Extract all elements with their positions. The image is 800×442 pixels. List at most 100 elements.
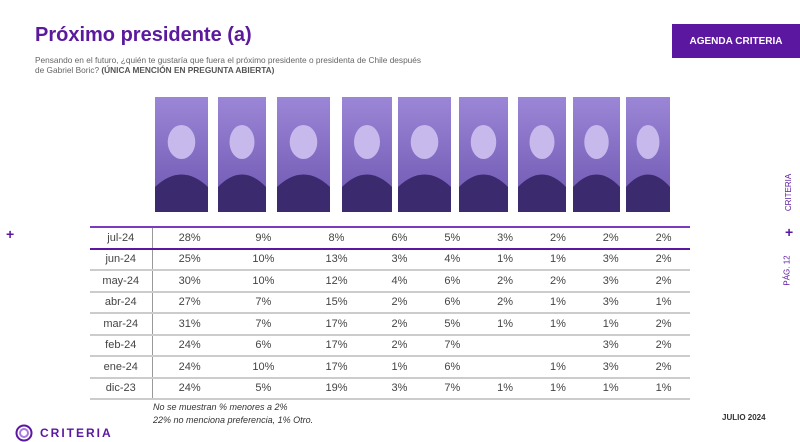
- candidate-photo: [573, 97, 620, 212]
- note-1: No se muestran % menores a 2%: [153, 402, 288, 412]
- cell-value: 9%: [226, 226, 300, 250]
- cell-value: 2%: [637, 313, 690, 336]
- row-label: mar-24: [90, 313, 153, 336]
- cell-value: 17%: [299, 334, 374, 357]
- row-label: jun-24: [90, 248, 153, 271]
- cell-value: 4%: [373, 270, 426, 293]
- cell-value: 2%: [637, 356, 690, 379]
- cell-value: 1%: [478, 313, 532, 336]
- page-title: Próximo presidente (a): [35, 24, 252, 46]
- cell-value: 6%: [425, 356, 479, 379]
- cell-value: 2%: [478, 270, 532, 293]
- cell-value: [478, 334, 532, 357]
- table-row: dic-23 24% 5% 19% 3% 7% 1% 1% 1% 1%: [90, 377, 690, 400]
- candidate-photo: [218, 97, 266, 212]
- cell-value: 10%: [226, 248, 300, 271]
- results-table: jul-24 28% 9% 8% 6% 5% 3% 2% 2% 2% jun-24 25% 10% 13%…: [90, 226, 690, 400]
- candidate-photo: [518, 97, 566, 212]
- table-row: mar-24 31% 7% 17% 2% 5% 1% 1% 1% 2%: [90, 313, 690, 336]
- question-tag: (ÚNICA MENCIÓN EN PREGUNTA ABIERTA): [101, 65, 275, 75]
- cell-value: 1%: [531, 377, 585, 400]
- cell-value: 2%: [373, 291, 426, 314]
- cell-value: 1%: [637, 291, 690, 314]
- note-2: 22% no menciona preferencia, 1% Otro.: [153, 415, 314, 425]
- table-row: feb-24 24% 6% 17% 2% 7% 3% 2%: [90, 334, 690, 357]
- cell-value: 19%: [299, 377, 374, 400]
- cell-value: 6%: [425, 270, 479, 293]
- cell-value: 1%: [478, 248, 532, 271]
- candidate-photo: [459, 97, 508, 212]
- cell-value: 17%: [299, 313, 374, 336]
- agenda-criteria-badge: AGENDA CRITERIA: [672, 24, 800, 58]
- criteria-logo-icon: [15, 424, 33, 442]
- row-label: abr-24: [90, 291, 153, 314]
- report-date: JULIO 2024: [722, 413, 766, 422]
- cell-value: 7%: [425, 334, 479, 357]
- cell-value: 13%: [299, 248, 374, 271]
- cell-value: 24%: [152, 334, 227, 357]
- cell-value: 2%: [584, 226, 638, 250]
- row-label: feb-24: [90, 334, 153, 357]
- cell-value: 2%: [637, 334, 690, 357]
- cell-value: 2%: [373, 334, 426, 357]
- candidate-photo: [398, 97, 451, 212]
- cell-value: 5%: [425, 313, 479, 336]
- cell-value: 1%: [531, 356, 585, 379]
- cell-value: 2%: [531, 226, 585, 250]
- cell-value: 28%: [152, 226, 227, 250]
- cell-value: 7%: [226, 291, 300, 314]
- cell-value: [478, 356, 532, 379]
- cell-value: 2%: [373, 313, 426, 336]
- cell-value: 10%: [226, 356, 300, 379]
- cell-value: 6%: [226, 334, 300, 357]
- criteria-logo: CRITERIA: [14, 424, 113, 442]
- cell-value: 3%: [478, 226, 532, 250]
- table-row: may-24 30% 10% 12% 4% 6% 2% 2% 3% 2%: [90, 270, 690, 293]
- row-label: jul-24: [90, 226, 153, 250]
- cell-value: 1%: [531, 313, 585, 336]
- cell-value: 1%: [637, 377, 690, 400]
- table-row: jun-24 25% 10% 13% 3% 4% 1% 1% 3% 2%: [90, 248, 690, 271]
- cell-value: 1%: [584, 313, 638, 336]
- row-label: dic-23: [90, 377, 153, 400]
- cell-value: 27%: [152, 291, 227, 314]
- cell-value: 2%: [637, 226, 690, 250]
- cell-value: 5%: [226, 377, 300, 400]
- cell-value: 10%: [226, 270, 300, 293]
- cell-value: 1%: [531, 248, 585, 271]
- question: Pensando en el futuro, ¿quién te gustarí…: [35, 55, 422, 75]
- cell-value: 5%: [425, 226, 479, 250]
- candidate-photo: [342, 97, 392, 212]
- cell-value: 1%: [531, 291, 585, 314]
- cell-value: 3%: [584, 291, 638, 314]
- page-number: PÁG. 12: [782, 255, 792, 286]
- cell-value: 7%: [226, 313, 300, 336]
- cell-value: [531, 334, 585, 357]
- row-label: may-24: [90, 270, 153, 293]
- cell-value: 7%: [425, 377, 479, 400]
- plus-icon: +: [6, 226, 15, 242]
- cell-value: 12%: [299, 270, 374, 293]
- cell-value: 2%: [478, 291, 532, 314]
- cell-value: 24%: [152, 377, 227, 400]
- table-row: jul-24 28% 9% 8% 6% 5% 3% 2% 2% 2%: [90, 226, 690, 250]
- row-label: ene-24: [90, 356, 153, 379]
- candidate-photo: [277, 97, 330, 212]
- cell-value: 1%: [373, 356, 426, 379]
- cell-value: 3%: [373, 248, 426, 271]
- cell-value: 24%: [152, 356, 227, 379]
- cell-value: 3%: [373, 377, 426, 400]
- candidate-photo: [626, 97, 670, 212]
- cell-value: 3%: [584, 248, 638, 271]
- cell-value: 3%: [584, 356, 638, 379]
- candidate-photo: [155, 97, 208, 212]
- cell-value: 2%: [637, 248, 690, 271]
- cell-value: 6%: [373, 226, 426, 250]
- cell-value: 15%: [299, 291, 374, 314]
- cell-value: 4%: [425, 248, 479, 271]
- table-row: ene-24 24% 10% 17% 1% 6% 1% 3% 2%: [90, 356, 690, 379]
- cell-value: 3%: [584, 334, 638, 357]
- cell-value: 1%: [584, 377, 638, 400]
- cell-value: 17%: [299, 356, 374, 379]
- cell-value: 31%: [152, 313, 227, 336]
